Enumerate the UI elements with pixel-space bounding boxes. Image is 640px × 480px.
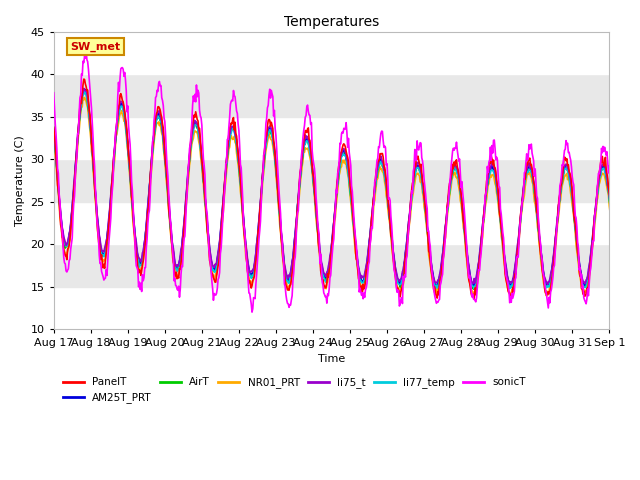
Bar [54,287,609,329]
AirT [195,132,203,137]
PanelT [606,198,614,204]
PanelT [171,271,179,277]
Y-axis label: Temperature (C): Temperature (C) [15,135,25,226]
PanelT [602,166,610,172]
Line: AirT: AirT [54,90,610,289]
li75_t [602,170,610,176]
Line: PanelT: PanelT [54,79,610,299]
NR01_PRT [602,180,610,186]
AM25T_PRT [534,214,541,219]
PanelT [195,127,203,132]
NR01_PRT [50,133,58,139]
AM25T_PRT [472,277,479,283]
AirT [473,276,481,281]
Bar [54,202,609,244]
sonicT [602,152,610,158]
li75_t [80,85,88,91]
PanelT [80,76,88,82]
li75_t [472,276,479,282]
li77_temp [81,88,88,94]
li75_t [50,126,58,132]
Line: li75_t: li75_t [54,88,610,284]
PanelT [473,283,481,288]
NR01_PRT [171,271,179,277]
AM25T_PRT [171,260,179,266]
Bar [54,74,609,117]
li77_temp [50,129,58,134]
AirT [606,202,614,208]
Bar [54,159,609,202]
PanelT [291,240,299,246]
NR01_PRT [472,286,479,291]
AM25T_PRT [545,283,552,289]
PanelT [50,125,58,131]
li75_t [291,230,299,236]
NR01_PRT [291,241,299,247]
AM25T_PRT [602,172,610,178]
NR01_PRT [195,139,203,144]
sonicT [248,309,256,315]
PanelT [470,296,478,302]
Line: sonicT: sonicT [54,48,610,312]
li77_temp [291,235,299,240]
Legend: PanelT, AM25T_PRT, AirT, NR01_PRT, li75_t, li77_temp, sonicT: PanelT, AM25T_PRT, AirT, NR01_PRT, li75_… [59,373,531,408]
sonicT [171,276,179,281]
AirT [602,173,610,179]
Line: NR01_PRT: NR01_PRT [54,97,610,296]
X-axis label: Time: Time [318,354,345,364]
PanelT [534,225,542,230]
sonicT [292,241,300,247]
Bar [54,32,609,74]
NR01_PRT [534,224,541,230]
li75_t [171,259,179,264]
AM25T_PRT [81,86,88,92]
AM25T_PRT [291,230,299,236]
NR01_PRT [79,95,87,100]
li77_temp [602,173,610,179]
Bar [54,244,609,287]
sonicT [195,90,203,96]
li75_t [544,281,552,287]
AM25T_PRT [606,199,614,205]
sonicT [473,295,481,301]
AirT [470,286,477,292]
li75_t [606,199,614,204]
Bar [54,117,609,159]
Line: li77_temp: li77_temp [54,91,610,289]
Text: SW_met: SW_met [70,41,120,52]
Title: Temperatures: Temperatures [284,15,379,29]
AirT [291,232,299,238]
sonicT [606,186,614,192]
NR01_PRT [606,209,614,215]
li75_t [195,126,203,132]
AirT [50,124,58,130]
sonicT [50,90,58,96]
AM25T_PRT [50,127,58,132]
AM25T_PRT [195,128,203,134]
NR01_PRT [544,293,552,299]
li77_temp [473,278,481,284]
sonicT [83,46,90,51]
li77_temp [195,132,203,138]
AirT [171,260,179,266]
li77_temp [606,202,614,208]
Line: AM25T_PRT: AM25T_PRT [54,89,610,286]
li77_temp [470,286,478,292]
AirT [81,87,88,93]
sonicT [534,214,542,220]
li77_temp [534,225,542,230]
AirT [534,226,542,232]
li75_t [534,214,541,220]
li77_temp [171,262,179,267]
